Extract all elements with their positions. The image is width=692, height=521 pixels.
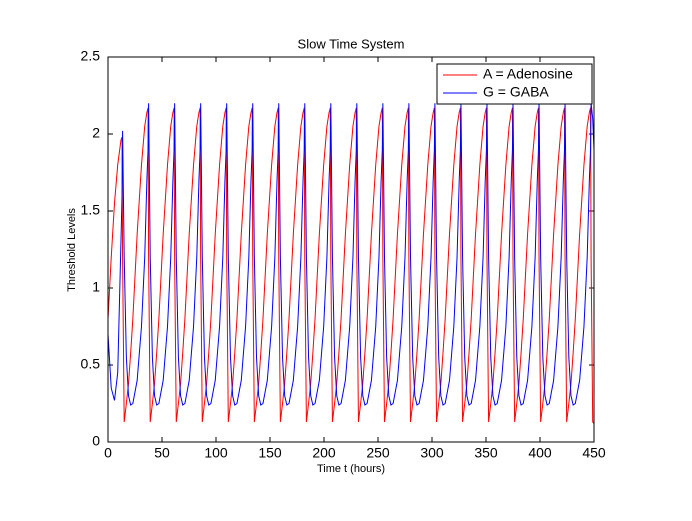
plot-frame [107, 56, 595, 443]
legend-label: A = Adenosine [483, 66, 573, 82]
x-tick-label: 150 [258, 445, 282, 461]
x-tick-label: 350 [474, 445, 498, 461]
legend-box [436, 63, 593, 105]
y-tick-label: 1 [92, 279, 100, 295]
x-tick-label: 450 [582, 445, 606, 461]
x-tick-label: 250 [366, 445, 390, 461]
legend-label: G = GABA [483, 84, 549, 100]
x-tick-label: 300 [420, 445, 444, 461]
y-tick-label: 2.5 [81, 48, 101, 64]
y-tick-label: 0 [92, 433, 100, 449]
x-tick-label: 200 [312, 445, 336, 461]
x-tick-label: 0 [104, 445, 112, 461]
y-axis-label: Threshold Levels [66, 208, 78, 292]
x-tick-label: 100 [204, 445, 228, 461]
x-axis-label: Time t (hours) [317, 463, 385, 475]
y-tick-label: 2 [92, 125, 100, 141]
y-tick-label: 0.5 [81, 356, 101, 372]
x-tick-label: 400 [528, 445, 552, 461]
series-line [107, 103, 595, 406]
series-line [107, 107, 595, 424]
x-tick-label: 50 [154, 445, 170, 461]
chart-title: Slow Time System [298, 36, 405, 51]
y-tick-label: 1.5 [81, 202, 101, 218]
